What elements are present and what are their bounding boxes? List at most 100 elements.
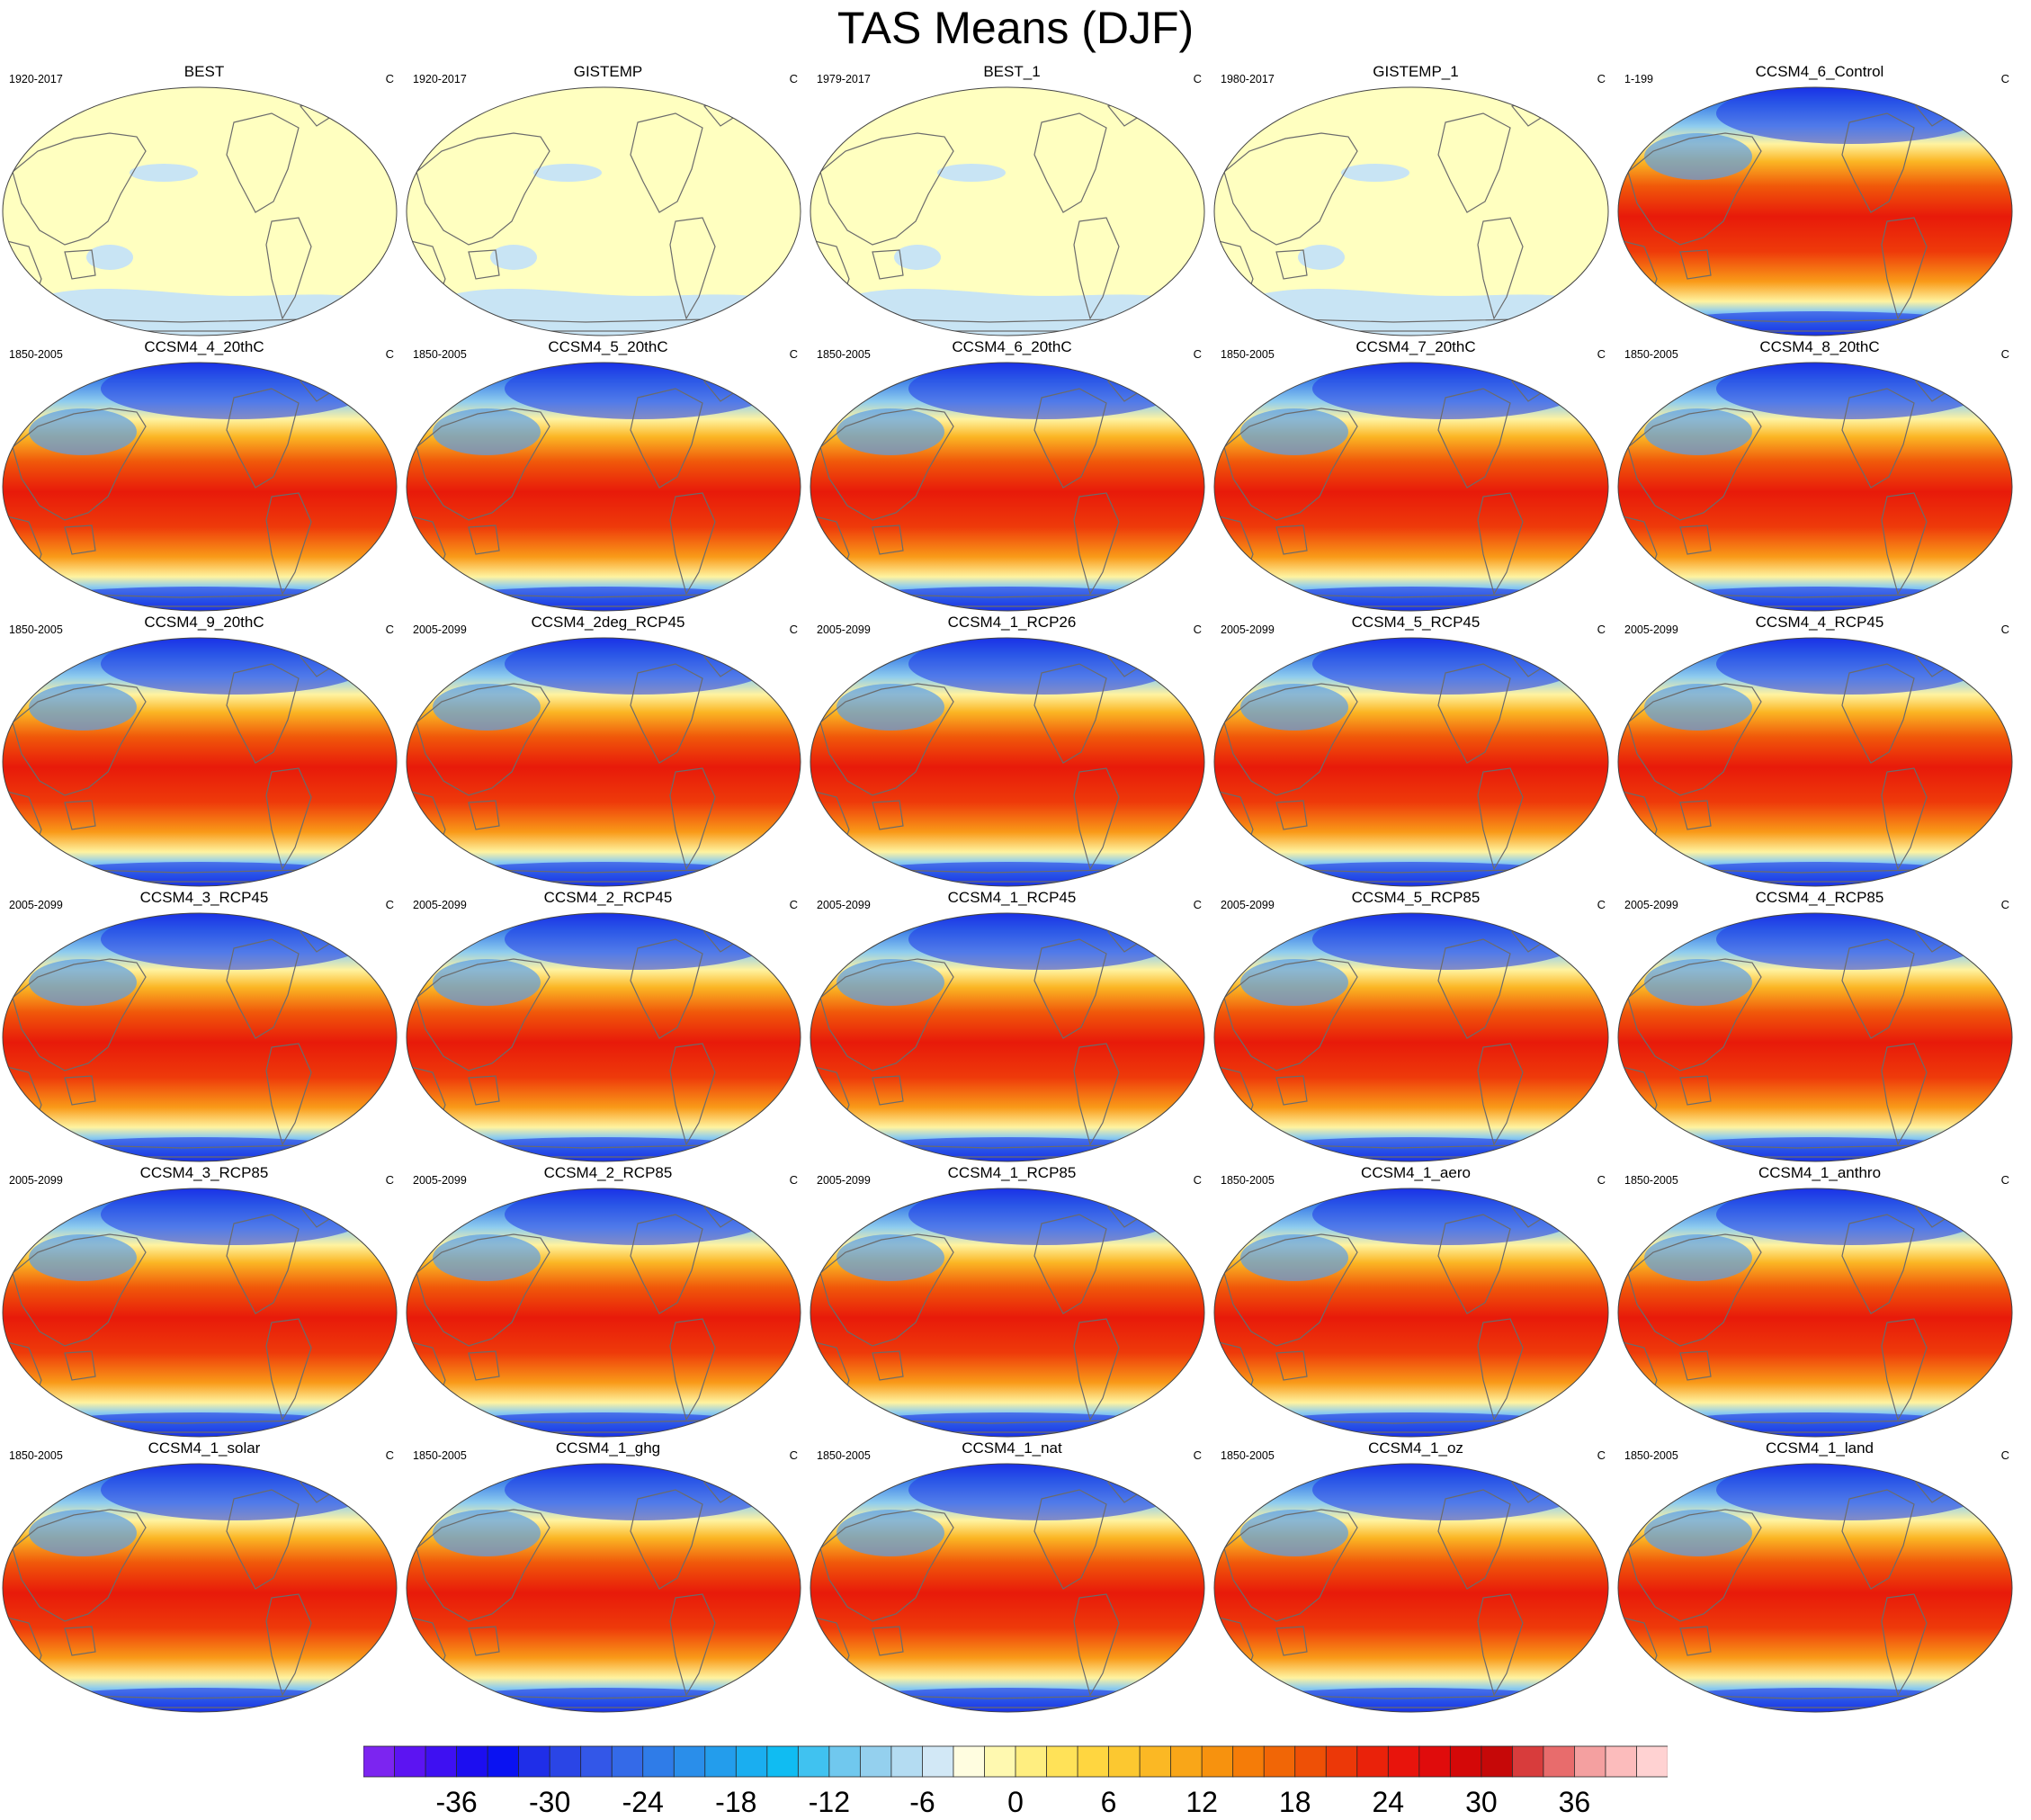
colorbar-tick-label: -6 [909,1786,935,1817]
colorbar: -36 -30 -24 -18 -12 -6 0 6 12 18 24 30 36 [363,1745,1668,1817]
map-panel: CCSM4_1_ghg 1850-2005 C [406,1434,810,1713]
colorbar-swatch [922,1745,954,1778]
panel-title: CCSM4_5_RCP85 [1351,889,1481,906]
panel-period: 1920-2017 [413,73,467,85]
colorbar-tick-label: -12 [809,1786,850,1817]
map-field [810,1464,1204,1712]
panel-units: C [789,898,798,911]
colorbar-tick-label: 30 [1465,1786,1498,1817]
panel-units: C [789,1173,798,1187]
map-border [810,1463,1205,1713]
map-panel: CCSM4_1_land 1850-2005 C [1617,1434,2022,1713]
colorbar-swatch [1170,1745,1203,1778]
colorbar-tick-label: -24 [622,1786,664,1817]
panel-units: C [1597,898,1606,911]
map-panel: CCSM4_1_nat 1850-2005 C [810,1434,1214,1713]
map-border [1213,637,1609,887]
panel-title: CCSM4_4_RCP85 [1755,889,1884,906]
map-border [406,637,801,887]
colorbar-tick-label: 0 [1007,1786,1024,1817]
panel-period: 1850-2005 [9,348,63,361]
colorbar-swatch [1574,1745,1606,1778]
colorbar-tick-label: -36 [435,1786,477,1817]
map-border [2,912,398,1162]
panel-period: 1979-2017 [817,73,871,85]
colorbar-tick-label: 18 [1279,1786,1311,1817]
world-map [1213,1463,1609,1713]
map-border [406,912,801,1162]
world-map [810,362,1205,612]
world-map [406,362,801,612]
panel-units: C [2000,1173,2009,1187]
panel-title: CCSM4_2_RCP45 [543,889,673,906]
world-map [2,637,398,887]
map-field [407,913,801,1161]
colorbar-swatch [1139,1745,1172,1778]
colorbar-swatch [828,1745,862,1778]
map-field [1618,638,2012,886]
colorbar-swatch [425,1745,458,1778]
colorbar-swatch [549,1745,582,1778]
panel-title: CCSM4_2_RCP85 [543,1164,673,1181]
colorbar-swatch [890,1745,924,1778]
map-panel: CCSM4_6_20thC 1850-2005 C [810,333,1214,612]
map-field [1214,87,1608,336]
panel-period: 1850-2005 [413,348,467,361]
world-map [1213,362,1609,612]
map-border [1617,1188,2013,1438]
panel-title: BEST [183,63,225,80]
panel-title: GISTEMP_1 [1373,63,1459,80]
map-panel: CCSM4_5_RCP85 2005-2099 C [1213,883,1618,1162]
map-field [1214,638,1608,886]
panel-title: CCSM4_1_nat [962,1439,1062,1457]
map-panel: GISTEMP 1920-2017 C [406,58,810,336]
colorbar-swatch [797,1745,830,1778]
map-panel: CCSM4_5_20thC 1850-2005 C [406,333,810,612]
map-border [2,86,398,336]
panel-period: 1920-2017 [9,73,63,85]
world-map [1213,1188,1609,1438]
map-border [1213,362,1609,612]
map-panel: CCSM4_1_RCP45 2005-2099 C [810,883,1214,1162]
map-field [407,87,801,336]
map-panel: CCSM4_1_RCP26 2005-2099 C [810,608,1214,887]
map-field [3,87,397,336]
colorbar-tick-label: 6 [1101,1786,1117,1817]
panel-title: CCSM4_3_RCP85 [139,1164,269,1181]
panel-period: 2005-2099 [1624,623,1678,636]
colorbar-swatch [611,1745,644,1778]
panel-period: 2005-2099 [817,623,871,636]
map-panel: CCSM4_8_20thC 1850-2005 C [1617,333,2022,612]
panel-units: C [1193,1448,1202,1462]
world-map [810,1463,1205,1713]
colorbar-swatch [1449,1745,1482,1778]
colorbar-swatch [518,1745,550,1778]
panel-period: 2005-2099 [413,899,467,911]
panel-units: C [385,623,394,636]
panel-title: GISTEMP [573,63,643,80]
colorbar-swatch [1511,1745,1544,1778]
map-border [1617,1463,2013,1713]
panel-period: 2005-2099 [1221,899,1275,911]
colorbar-swatch [1294,1745,1327,1778]
world-map [2,86,398,336]
panel-period: 1850-2005 [9,623,63,636]
map-field [3,913,397,1161]
panel-title: CCSM4_3_RCP45 [139,889,269,906]
map-panel: CCSM4_4_RCP85 2005-2099 C [1617,883,2022,1162]
world-map [406,1188,801,1438]
map-border [1213,912,1609,1162]
panel-period: 1850-2005 [1221,1174,1275,1187]
colorbar-swatch [673,1745,706,1778]
map-panel: CCSM4_1_oz 1850-2005 C [1213,1434,1618,1713]
colorbar-swatch [1636,1745,1668,1778]
panel-title: CCSM4_1_RCP26 [947,614,1077,631]
panel-period: 1850-2005 [9,1449,63,1462]
map-panel: CCSM4_1_RCP85 2005-2099 C [810,1159,1214,1438]
colorbar-swatch [735,1745,768,1778]
map-field [1214,363,1608,611]
panel-title: CCSM4_2deg_RCP45 [531,614,685,631]
map-panel-grid: BEST 1920-2017 C GISTEMP 1920-2017 C BEST_1 197… [2,58,2022,1713]
map-panel: CCSM4_3_RCP85 2005-2099 C [2,1159,407,1438]
map-panel: CCSM4_4_RCP45 2005-2099 C [1617,608,2022,887]
